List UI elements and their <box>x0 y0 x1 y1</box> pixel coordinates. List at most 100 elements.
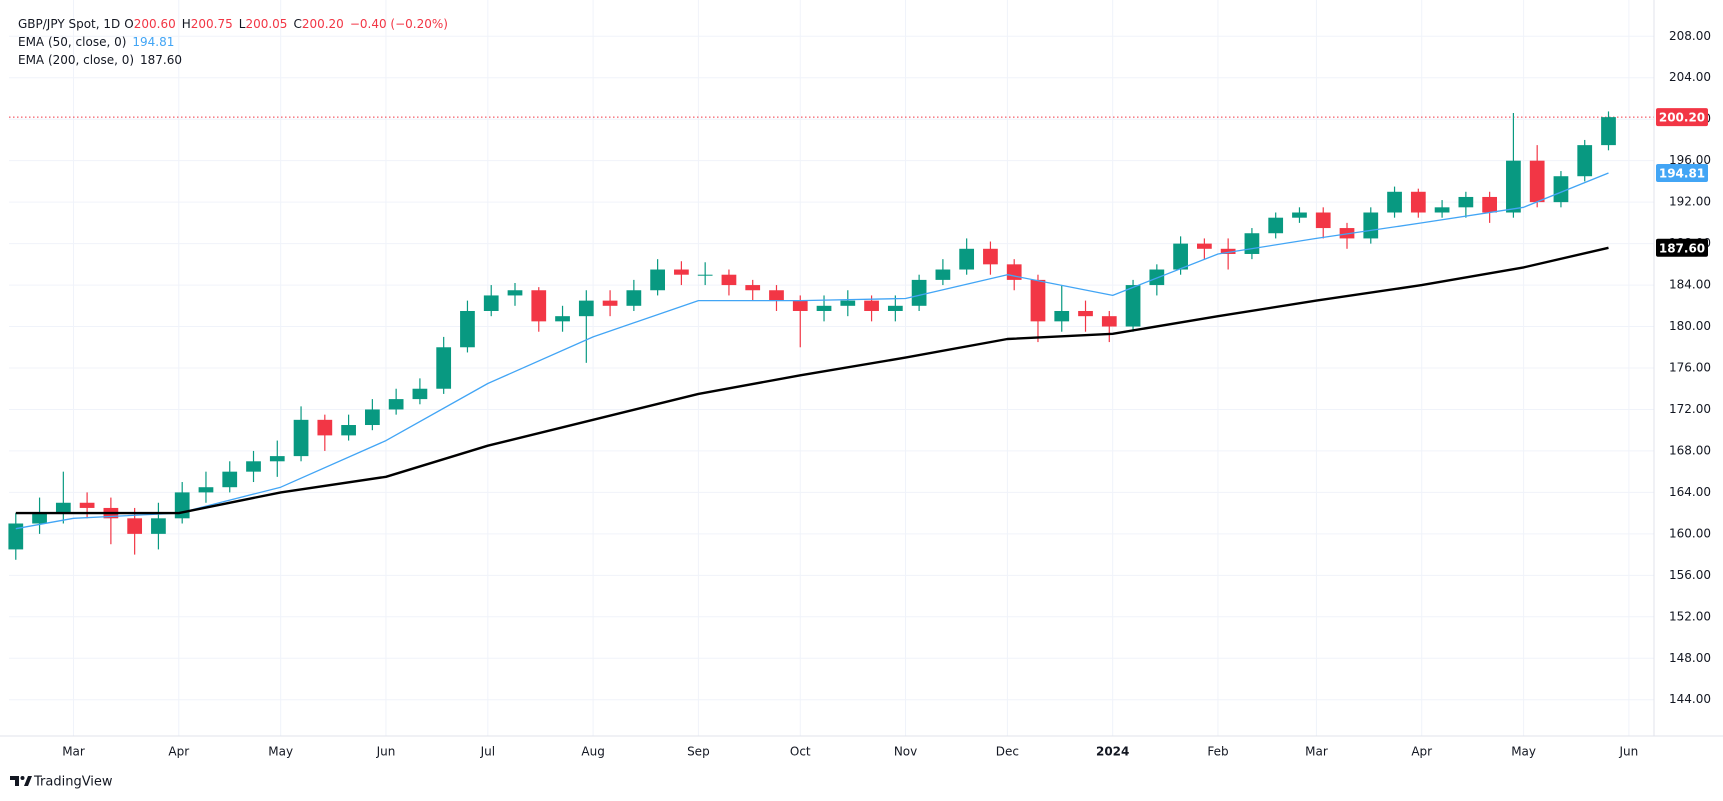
ohlc-key: H <box>182 17 191 31</box>
price-label-box <box>1656 164 1708 183</box>
candle-body <box>935 269 951 280</box>
candle-body <box>578 300 594 317</box>
x-tick-label: May <box>268 745 293 759</box>
candle-body <box>507 290 523 296</box>
y-tick-label: 160.00 <box>1669 526 1711 540</box>
candle-body <box>198 487 214 493</box>
candle-body <box>1030 279 1046 322</box>
candle-body <box>1458 196 1474 208</box>
candle-body <box>650 269 665 291</box>
y-tick-label: 152.00 <box>1669 609 1711 623</box>
axes: 144.00 148.00 152.00 156.00 160.00 164.00 168.… <box>0 0 1723 759</box>
candle-body <box>151 518 166 534</box>
candle-body <box>959 248 975 270</box>
candle-body <box>79 502 95 508</box>
legend: GBP/JPY Spot, 1D O200.60 H200.75 L200.05 C20… <box>18 17 448 67</box>
candle-body <box>626 290 642 306</box>
plot <box>8 111 1654 560</box>
candle-body <box>1078 310 1093 317</box>
x-tick-label: Apr <box>168 745 189 759</box>
legend-name: EMA (200, close, 0) <box>18 53 134 67</box>
candle-body <box>1410 191 1426 213</box>
candle-body <box>602 300 618 306</box>
candle-body <box>317 419 333 436</box>
candle-body <box>1434 207 1450 213</box>
candle-body <box>864 300 879 311</box>
x-tick-label: Oct <box>790 745 811 759</box>
ohlc-value: 200.60 <box>134 17 176 31</box>
candle-body <box>8 523 24 550</box>
candle-body <box>911 279 927 306</box>
ohlc-key: O <box>124 17 133 31</box>
candle-body <box>1268 217 1284 234</box>
candle-body <box>483 295 499 311</box>
y-tick-label: 172.00 <box>1669 402 1711 416</box>
y-tick-label: 192.00 <box>1669 195 1711 209</box>
candle-body <box>1125 285 1141 327</box>
legend-name: EMA (50, close, 0) <box>18 35 126 49</box>
price-label: 194.81 <box>1659 167 1705 181</box>
legend-line: EMA (200, close, 0) 187.60 <box>18 53 182 67</box>
y-tick-label: 204.00 <box>1669 70 1711 84</box>
candle-body <box>1006 264 1022 280</box>
candle-body <box>388 399 404 410</box>
candle-body <box>1101 316 1117 327</box>
candle-body <box>674 269 689 275</box>
candle-body <box>127 518 143 534</box>
y-tick-label: 168.00 <box>1669 443 1711 457</box>
candle-body <box>269 456 285 462</box>
x-tick-label: Aug <box>581 745 604 759</box>
ohlc-value: 200.20 <box>302 17 344 31</box>
candle-body <box>293 419 309 457</box>
x-tick-label: Mar <box>1305 745 1328 759</box>
candle-body <box>1601 117 1616 146</box>
y-tick-label: 148.00 <box>1669 651 1711 665</box>
candle-body <box>840 300 856 306</box>
candle-body <box>1529 160 1545 203</box>
candle-body <box>555 316 570 322</box>
footer: TradingView <box>10 775 113 790</box>
candle-body <box>1387 191 1402 213</box>
ohlc-key: C <box>293 17 301 31</box>
y-tick-label: 164.00 <box>1669 485 1711 499</box>
logo-mark <box>20 776 25 780</box>
x-tick-label: Jun <box>376 745 396 759</box>
legend-value: 194.81 <box>132 35 174 49</box>
x-tick-label: Dec <box>996 745 1019 759</box>
candle-body <box>1577 145 1593 177</box>
candle-body <box>364 409 380 426</box>
x-tick-label: 2024 <box>1096 745 1129 759</box>
candle-body <box>1173 243 1188 270</box>
x-tick-label: Apr <box>1411 745 1432 759</box>
candle-body <box>412 388 428 400</box>
candle-body <box>341 425 356 436</box>
x-tick-label: Nov <box>894 745 917 759</box>
x-tick-label: Feb <box>1207 745 1228 759</box>
ohlc-value: 200.05 <box>245 17 287 31</box>
y-tick-label: 176.00 <box>1669 361 1711 375</box>
candle-body <box>887 305 903 311</box>
candle-body <box>816 305 832 311</box>
candle-body <box>1506 160 1521 213</box>
logo-mark <box>10 776 19 786</box>
brand: TradingView <box>33 775 113 790</box>
logo-mark <box>24 776 32 786</box>
candle-body <box>769 290 784 301</box>
x-tick-label: Jul <box>480 745 495 759</box>
candle-body <box>460 310 475 348</box>
ema-line <box>15 246 1609 515</box>
x-tick-label: Jun <box>1618 745 1638 759</box>
y-tick-label: 144.00 <box>1669 692 1711 706</box>
candle-body <box>246 461 261 472</box>
candle-body <box>55 502 71 514</box>
ohlc-value: 200.75 <box>191 17 233 31</box>
candle-body <box>1553 176 1569 203</box>
candle-body <box>32 513 47 524</box>
candle-body <box>792 300 808 311</box>
price-label-box <box>1656 238 1708 257</box>
y-tick-label: 208.00 <box>1669 29 1711 43</box>
logo <box>10 776 32 786</box>
x-tick-label: Mar <box>62 745 85 759</box>
